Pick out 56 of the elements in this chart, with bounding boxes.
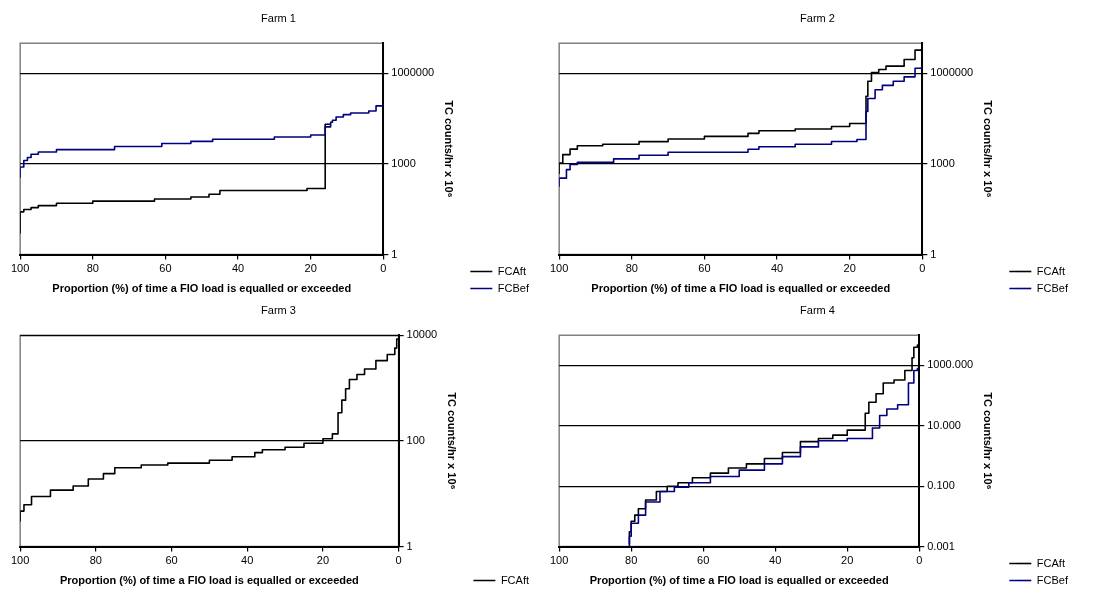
y-axis-title: TC counts/hr x 10⁶ [981,100,994,198]
x-tick-label: 80 [625,554,638,567]
legend-label: FCBef [1036,573,1069,586]
y-axis-title: TC counts/hr x 10⁶ [445,392,458,490]
y-tick-label: 0.100 [927,479,955,492]
x-tick-label: 20 [316,554,330,567]
x-tick-label: 20 [841,554,854,567]
y-axis-title: TC counts/hr x 10⁶ [442,100,455,198]
y-tick-label: 10.000 [927,418,961,431]
y-axis-title: TC counts/hr x 10⁶ [981,392,994,490]
x-tick-label: 20 [843,262,856,275]
x-axis-title: Proportion (%) of time a FIO load is equalled or exceeded [52,282,352,295]
x-tick-label: 40 [770,262,784,275]
x-tick-label: 40 [231,262,245,275]
legend-label: FCAft [500,573,530,586]
x-tick-label: 0 [916,554,923,567]
y-tick-label: 1 [391,247,398,260]
y-tick-label: 1000000 [930,66,974,79]
x-tick-label: 80 [89,554,102,567]
x-axis-title: Proportion (%) of time a FIO load is equalled or exceeded [59,574,359,587]
y-tick-label: 1 [930,247,937,260]
x-tick-label: 100 [11,554,30,567]
x-tick-label: 0 [380,262,387,275]
x-axis-title: Proportion (%) of time a FIO load is equalled or exceeded [591,282,891,295]
y-tick-label: 1000000 [391,66,435,79]
x-axis-title: Proportion (%) of time a FIO load is equalled or exceeded [589,574,889,587]
y-tick-label: 1000.000 [927,358,974,371]
x-tick-label: 100 [11,262,30,275]
x-tick-label: 60 [698,262,711,275]
x-tick-label: 60 [159,262,172,275]
legend-label: FCBef [1036,281,1069,294]
x-tick-label: 40 [769,554,782,567]
y-tick-label: 100 [406,433,425,446]
x-tick-label: 60 [165,554,178,567]
legend-label: FCBef [497,281,530,294]
x-tick-label: 80 [625,262,638,275]
x-tick-label: 80 [86,262,99,275]
x-tick-label: 60 [697,554,710,567]
x-tick-label: 40 [241,554,254,567]
y-tick-label: 1000 [391,157,416,170]
chart-title: Farm 4 [800,303,835,316]
y-tick-label: 0.001 [927,539,955,552]
y-tick-label: 10000 [406,328,438,341]
chart-title: Farm 2 [800,11,835,24]
y-tick-label: 1000 [930,157,955,170]
legend-label: FCAft [497,264,526,277]
x-tick-label: 0 [395,554,402,567]
x-tick-label: 0 [919,262,926,275]
chart-title: Farm 1 [261,11,296,24]
y-tick-label: 1 [406,539,413,552]
x-tick-label: 100 [550,554,569,567]
chart-title: Farm 3 [261,303,296,316]
legend-label: FCAft [1036,264,1065,277]
legend-label: FCAft [1036,556,1065,569]
x-tick-label: 100 [550,262,569,275]
x-tick-label: 20 [304,262,317,275]
